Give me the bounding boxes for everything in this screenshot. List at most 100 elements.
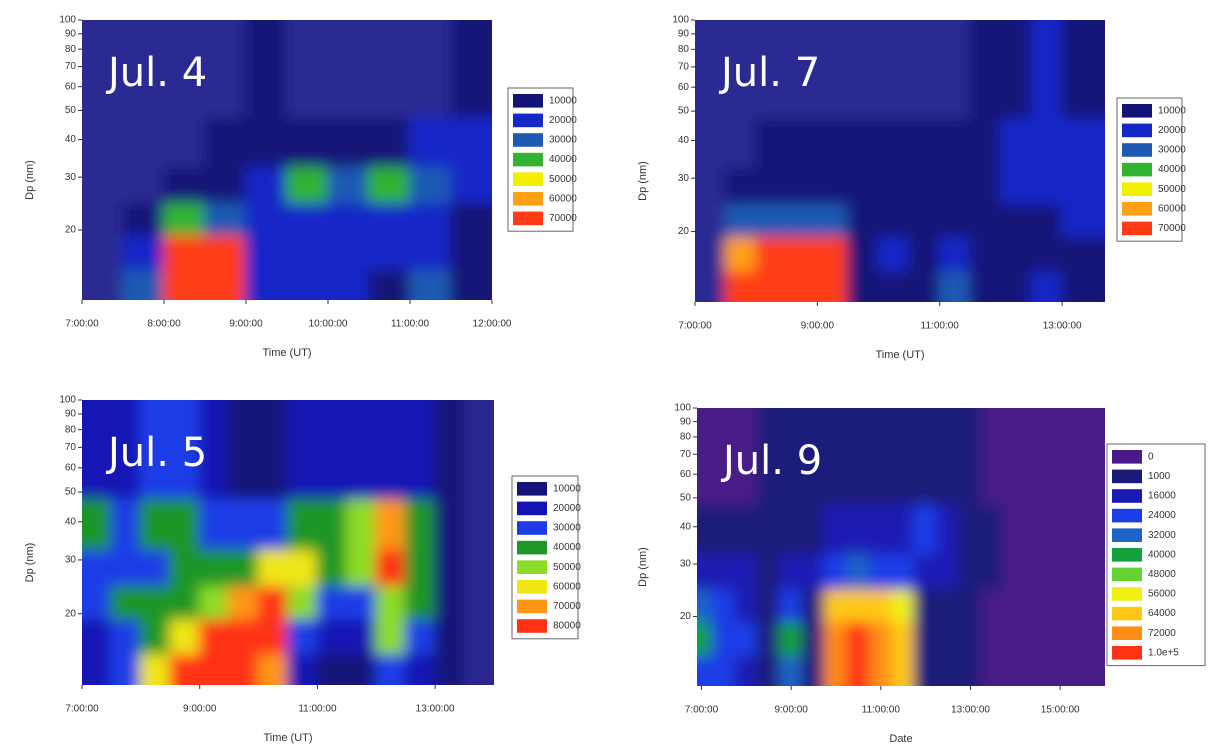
- contour-cell: [257, 584, 289, 620]
- contour-cell: [368, 20, 411, 118]
- x-tick-label: 11:00:00: [391, 319, 430, 330]
- contour-cell: [375, 400, 407, 500]
- contour-cell: [724, 166, 758, 205]
- contour-cell: [755, 269, 788, 302]
- contour-cell: [163, 20, 206, 118]
- contour-cell: [345, 584, 378, 620]
- legend-swatch: [1122, 104, 1152, 118]
- contour-cell: [816, 234, 849, 272]
- legend-label: 16000: [1148, 491, 1176, 502]
- contour-cell: [755, 116, 788, 169]
- legend-swatch: [1112, 450, 1142, 464]
- contour-cell: [801, 502, 826, 555]
- contour-cell: [697, 408, 714, 505]
- contour-cell: [169, 584, 201, 620]
- contour-cell: [434, 652, 466, 685]
- contour-cell: [823, 408, 849, 505]
- panel: Jul. 5 20 30 40 50 60 70 80 90 100 7:00:00 9:00:00 1…: [24, 395, 581, 744]
- contour-cell: [778, 502, 804, 555]
- contour-cell: [245, 20, 288, 118]
- y-tick-label: 100: [672, 15, 689, 26]
- legend-swatch: [1112, 528, 1142, 542]
- y-tick-label: 90: [678, 28, 690, 39]
- contour-cell: [139, 617, 172, 655]
- contour-cell: [755, 20, 788, 119]
- contour-cell: [816, 202, 849, 237]
- legend-label: 30000: [549, 135, 577, 146]
- contour-cell: [404, 584, 437, 620]
- contour-cell: [711, 619, 737, 656]
- contour-cell: [204, 115, 247, 168]
- contour-cell: [368, 115, 411, 168]
- contour-cell: [82, 547, 113, 587]
- contour-cell: [695, 202, 727, 237]
- contour-cell: [345, 652, 378, 685]
- contour-cell: [110, 400, 142, 500]
- contour-cell: [1047, 552, 1073, 590]
- contour-cell: [816, 116, 849, 169]
- contour-cell: [734, 587, 759, 622]
- contour-cell: [368, 165, 411, 203]
- contour-cell: [969, 269, 1002, 302]
- contour-cell: [938, 269, 972, 302]
- contour-cell: [204, 267, 247, 300]
- contour-cell: [823, 653, 849, 686]
- contour-cell: [1025, 587, 1050, 622]
- y-tick-label: 30: [678, 173, 690, 184]
- contour-cell: [778, 653, 804, 686]
- contour-cell: [891, 653, 916, 686]
- legend-swatch: [513, 211, 543, 226]
- contour-cell: [82, 233, 124, 270]
- contour-cell: [1047, 619, 1073, 656]
- x-tick-label: 11:00:00: [298, 704, 337, 715]
- contour-cell: [695, 166, 727, 205]
- contour-cell: [846, 116, 880, 169]
- legend-swatch: [517, 482, 547, 496]
- x-tick-label: 9:00:00: [229, 319, 263, 330]
- contour-cell: [434, 584, 466, 620]
- contour-cell: [913, 408, 938, 505]
- contour-cell: [980, 653, 1006, 686]
- y-tick-label: 50: [65, 487, 77, 498]
- x-tick-label: 7:00:00: [678, 321, 712, 332]
- contour-cell: [228, 584, 260, 620]
- contour-cell: [756, 408, 781, 505]
- contour-cell: [450, 233, 492, 270]
- contour-cell: [110, 652, 142, 685]
- contour-cell: [110, 547, 142, 587]
- contour-cell: [287, 617, 319, 655]
- x-tick-label: 13:00:00: [1043, 321, 1082, 332]
- legend-label: 10000: [553, 483, 581, 494]
- contour-cell: [1061, 202, 1105, 237]
- contour-cell: [228, 400, 260, 500]
- x-axis-label: Time (UT): [262, 347, 311, 359]
- contour-cell: [755, 234, 788, 272]
- legend-swatch: [1122, 143, 1152, 157]
- contour-cell: [139, 584, 172, 620]
- legend-label: 56000: [1148, 589, 1176, 600]
- contour-cell: [756, 619, 781, 656]
- y-tick-label: 70: [65, 61, 77, 72]
- x-tick-label: 9:00:00: [801, 321, 835, 332]
- y-tick-label: 20: [65, 608, 77, 619]
- contour-cell: [1025, 408, 1050, 505]
- contour-cell: [409, 115, 452, 168]
- contour-cell: [785, 202, 819, 237]
- contour-cell: [980, 502, 1006, 555]
- contour-cell: [1047, 653, 1073, 686]
- legend-label: 60000: [553, 581, 581, 592]
- contour-cell: [711, 552, 737, 590]
- legend-swatch: [1112, 469, 1142, 484]
- contour-cell: [368, 233, 411, 270]
- contour-cell: [163, 233, 206, 270]
- y-tick-label: 20: [680, 611, 692, 622]
- contour-cell: [816, 20, 849, 119]
- legend-label: 60000: [549, 193, 577, 204]
- contour-cell: [139, 652, 172, 685]
- contour-cell: [204, 233, 247, 270]
- contour-cell: [938, 166, 972, 205]
- y-tick-label: 40: [65, 516, 77, 527]
- y-tick-label: 80: [678, 44, 690, 55]
- contour-cell: [1003, 587, 1028, 622]
- legend-swatch: [1122, 202, 1152, 216]
